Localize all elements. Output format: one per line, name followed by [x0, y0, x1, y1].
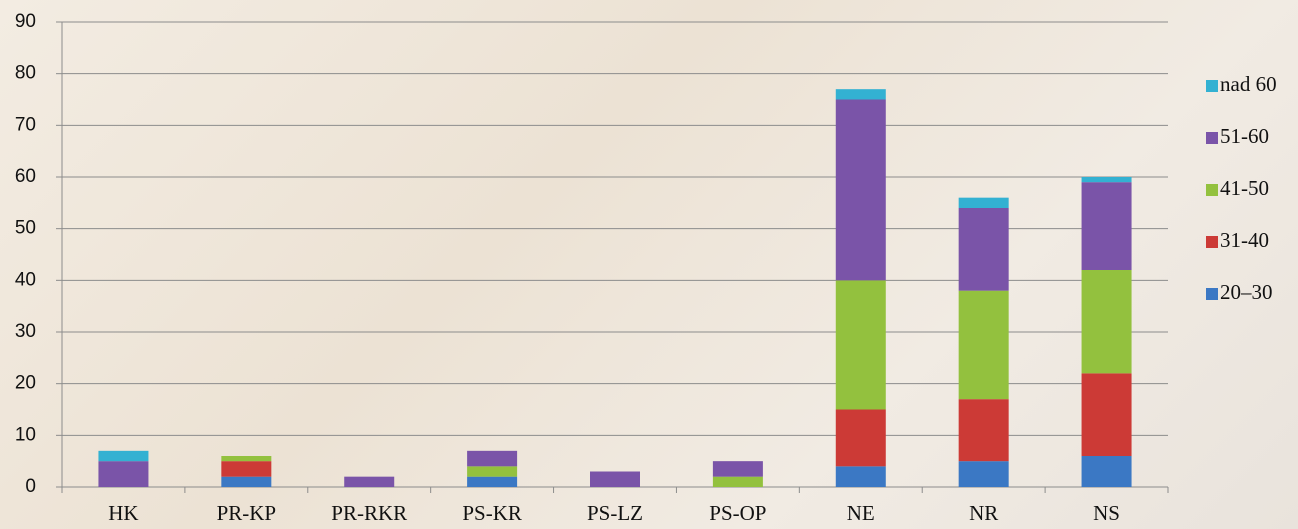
bar-segment: [221, 461, 271, 477]
x-tick-label: NS: [1093, 501, 1120, 525]
legend-label: 20–30: [1220, 280, 1273, 304]
bar-segment: [221, 456, 271, 461]
bar-segment: [713, 477, 763, 487]
legend-label: 41-50: [1220, 176, 1269, 200]
legend-label: 51-60: [1220, 124, 1269, 148]
x-tick-label: PR-KP: [217, 501, 277, 525]
bar-segment: [98, 451, 148, 461]
y-tick-label: 90: [15, 11, 36, 32]
bar-segment: [959, 198, 1009, 208]
y-tick-label: 80: [15, 63, 36, 84]
legend-swatch: [1206, 80, 1218, 92]
bar-segment: [959, 291, 1009, 400]
y-tick-label: 70: [15, 114, 36, 135]
bar-segment: [836, 410, 886, 467]
bar-segment: [590, 472, 640, 488]
bar-segment: [1082, 456, 1132, 487]
bar-segment: [467, 466, 517, 476]
legend-swatch: [1206, 132, 1218, 144]
y-tick-label: 0: [25, 476, 36, 497]
bar-segment: [98, 461, 148, 487]
bar-segment: [836, 280, 886, 409]
bar-segment: [1082, 177, 1132, 182]
bar-segment: [467, 477, 517, 487]
x-tick-label: NR: [969, 501, 998, 525]
bar-segment: [959, 461, 1009, 487]
y-tick-label: 10: [15, 424, 36, 445]
x-tick-label: HK: [108, 501, 138, 525]
y-tick-label: 60: [15, 166, 36, 187]
x-tick-label: PR-RKR: [331, 501, 407, 525]
x-tick-label: PS-KR: [462, 501, 522, 525]
legend-label: 31-40: [1220, 228, 1269, 252]
bar-segment: [221, 477, 271, 487]
bar-segment: [1082, 373, 1132, 456]
legend-swatch: [1206, 184, 1218, 196]
y-tick-label: 30: [15, 321, 36, 342]
legend-swatch: [1206, 288, 1218, 300]
bar-segment: [1082, 182, 1132, 270]
legend-swatch: [1206, 236, 1218, 248]
x-tick-label: PS-LZ: [587, 501, 643, 525]
bar-segment: [1082, 270, 1132, 373]
y-tick-label: 20: [15, 373, 36, 394]
bar-segment: [344, 477, 394, 487]
bar-segment: [713, 461, 763, 477]
x-tick-label: PS-OP: [709, 501, 766, 525]
x-tick-label: NE: [847, 501, 875, 525]
chart: 0 10 20 30 40 50 60 70 80 90 HK PR-KP PR-RKR PS-KR PS-…: [0, 0, 1298, 529]
bar-segment: [836, 100, 886, 281]
bar-segment: [959, 399, 1009, 461]
y-tick-label: 40: [15, 269, 36, 290]
legend-label: nad 60: [1220, 72, 1277, 96]
bar-segment: [836, 466, 886, 487]
y-tick-label: 50: [15, 218, 36, 239]
bar-segment: [836, 89, 886, 99]
bar-segment: [959, 208, 1009, 291]
bar-segment: [467, 451, 517, 467]
